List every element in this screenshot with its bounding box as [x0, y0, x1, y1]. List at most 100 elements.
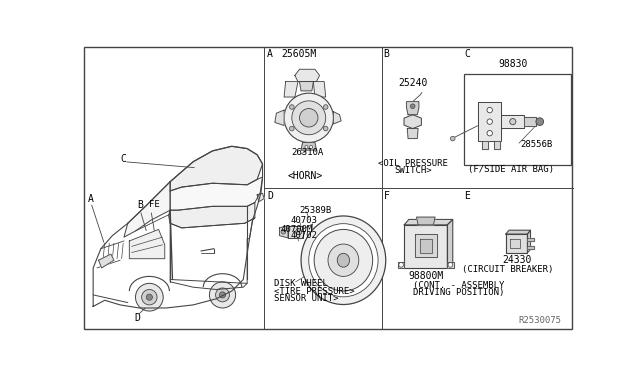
- Circle shape: [289, 105, 294, 109]
- Polygon shape: [527, 230, 531, 253]
- Polygon shape: [527, 238, 534, 241]
- Circle shape: [448, 263, 452, 267]
- Circle shape: [399, 263, 403, 267]
- Text: B: B: [383, 49, 389, 59]
- Ellipse shape: [301, 216, 386, 305]
- Polygon shape: [478, 102, 501, 141]
- Circle shape: [305, 145, 308, 148]
- Polygon shape: [506, 234, 527, 253]
- Circle shape: [147, 294, 152, 300]
- Polygon shape: [314, 81, 326, 97]
- Text: FE: FE: [148, 200, 159, 209]
- Ellipse shape: [337, 253, 349, 267]
- Text: 98800M: 98800M: [408, 271, 444, 280]
- Text: SENSOR UNIT>: SENSOR UNIT>: [274, 294, 339, 303]
- Circle shape: [281, 230, 285, 234]
- Text: D: D: [267, 190, 273, 201]
- Circle shape: [487, 119, 492, 124]
- Text: <HORN>: <HORN>: [287, 170, 323, 180]
- Text: A: A: [88, 194, 93, 203]
- Polygon shape: [284, 81, 298, 97]
- Ellipse shape: [308, 224, 378, 297]
- Text: (CONT. - ASSEMBLY: (CONT. - ASSEMBLY: [413, 281, 504, 290]
- Polygon shape: [447, 219, 452, 268]
- Polygon shape: [420, 239, 432, 253]
- Circle shape: [410, 104, 415, 109]
- Polygon shape: [501, 115, 524, 128]
- Ellipse shape: [314, 230, 372, 291]
- Text: C: C: [120, 154, 126, 164]
- Polygon shape: [524, 117, 536, 126]
- Text: 40703: 40703: [291, 216, 317, 225]
- Polygon shape: [300, 81, 314, 91]
- Circle shape: [141, 289, 157, 305]
- Polygon shape: [93, 146, 262, 308]
- Bar: [464, 74, 570, 165]
- Polygon shape: [275, 110, 284, 125]
- Polygon shape: [99, 254, 114, 268]
- Polygon shape: [506, 230, 531, 234]
- Circle shape: [216, 288, 230, 302]
- Text: B: B: [137, 200, 143, 210]
- Text: DRIVING POSITION): DRIVING POSITION): [413, 288, 504, 297]
- Polygon shape: [415, 234, 436, 257]
- Polygon shape: [170, 210, 255, 289]
- Polygon shape: [124, 182, 170, 237]
- Text: (CIRCUIT BREAKER): (CIRCUIT BREAKER): [463, 265, 554, 274]
- Text: F: F: [383, 190, 389, 201]
- Polygon shape: [257, 193, 264, 202]
- Circle shape: [536, 118, 543, 125]
- Circle shape: [323, 126, 328, 131]
- Polygon shape: [170, 177, 262, 210]
- Polygon shape: [288, 225, 303, 238]
- Polygon shape: [447, 262, 454, 268]
- Text: E: E: [464, 190, 470, 201]
- Text: 24330: 24330: [502, 255, 531, 265]
- Text: 40700M: 40700M: [280, 225, 312, 234]
- Text: 25605M: 25605M: [282, 49, 317, 59]
- Text: <TIRE PRESSURE>: <TIRE PRESSURE>: [274, 286, 355, 295]
- Circle shape: [296, 229, 302, 235]
- Circle shape: [289, 126, 294, 131]
- Text: A: A: [267, 49, 273, 59]
- Polygon shape: [168, 202, 255, 228]
- Polygon shape: [295, 69, 319, 81]
- Circle shape: [310, 145, 312, 148]
- Polygon shape: [511, 239, 520, 248]
- Circle shape: [451, 136, 455, 141]
- Polygon shape: [482, 141, 488, 148]
- Circle shape: [284, 93, 333, 142]
- Circle shape: [300, 109, 318, 127]
- Circle shape: [209, 282, 236, 308]
- Polygon shape: [527, 246, 534, 249]
- Text: R2530075: R2530075: [518, 316, 561, 325]
- Polygon shape: [404, 115, 421, 129]
- Polygon shape: [280, 225, 288, 238]
- Polygon shape: [170, 146, 262, 191]
- Polygon shape: [301, 142, 316, 150]
- Text: SWITCH>: SWITCH>: [394, 166, 431, 174]
- Polygon shape: [417, 217, 435, 225]
- Text: DISK WHEEL: DISK WHEEL: [274, 279, 328, 288]
- Text: 26310A: 26310A: [292, 148, 324, 157]
- Polygon shape: [493, 141, 500, 148]
- Text: 25240: 25240: [398, 78, 428, 88]
- Text: 40702: 40702: [291, 231, 317, 240]
- Polygon shape: [404, 225, 447, 268]
- Circle shape: [323, 105, 328, 109]
- Text: D: D: [134, 313, 140, 323]
- Polygon shape: [398, 262, 404, 268]
- Circle shape: [487, 131, 492, 136]
- Polygon shape: [406, 102, 419, 115]
- Circle shape: [136, 283, 163, 311]
- Text: C: C: [464, 49, 470, 59]
- Polygon shape: [333, 112, 341, 124]
- Polygon shape: [404, 219, 452, 225]
- Circle shape: [487, 108, 492, 113]
- Text: 25389B: 25389B: [300, 206, 332, 215]
- Text: (F/SIDE AIR BAG): (F/SIDE AIR BAG): [468, 165, 554, 174]
- Text: 98830: 98830: [498, 59, 527, 69]
- Circle shape: [509, 119, 516, 125]
- Text: 28556B: 28556B: [520, 140, 553, 149]
- Ellipse shape: [328, 244, 359, 276]
